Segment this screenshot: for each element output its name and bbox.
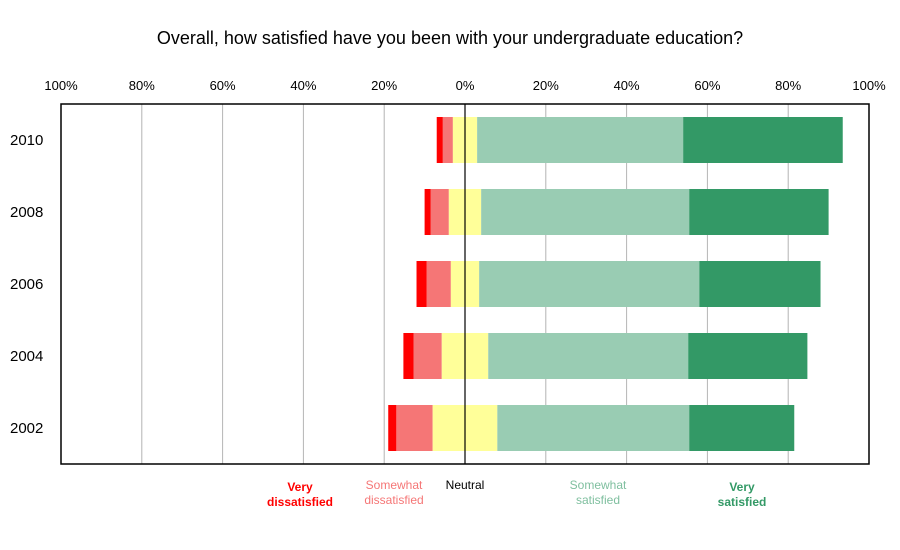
bar-very-satisfied-2004 <box>688 333 808 379</box>
bar-somewhat-dissatisfied-2008 <box>430 189 449 235</box>
category-label: 2010 <box>10 132 43 149</box>
chart-title: Overall, how satisfied have you been wit… <box>156 28 744 48</box>
bar-very-satisfied-2010 <box>683 117 843 163</box>
x-tick-label: 100% <box>852 78 886 93</box>
category-label: 2004 <box>10 348 43 365</box>
legend-label: satisfied <box>576 493 620 507</box>
bar-very-dissatisfied-2006 <box>416 261 427 307</box>
bar-very-dissatisfied-2004 <box>403 333 414 379</box>
bar-very-satisfied-2006 <box>699 261 821 307</box>
legend-label: dissatisfied <box>364 493 423 507</box>
legend-label: Somewhat <box>570 478 627 492</box>
legend-label: dissatisfied <box>267 495 333 509</box>
legend-label: Very <box>729 480 755 494</box>
bar-somewhat-satisfied-2002 <box>497 405 690 451</box>
x-tick-label: 20% <box>371 78 397 93</box>
bar-very-dissatisfied-2008 <box>424 189 431 235</box>
bar-somewhat-dissatisfied-2004 <box>413 333 442 379</box>
legend-item-neutral: Neutral <box>446 478 485 492</box>
legend-label: satisfied <box>718 495 767 509</box>
x-tick-label: 20% <box>533 78 559 93</box>
legend: VerydissatisfiedSomewhatdissatisfiedNeut… <box>267 478 766 509</box>
bar-somewhat-dissatisfied-2010 <box>442 117 453 163</box>
bar-very-dissatisfied-2002 <box>388 405 397 451</box>
x-tick-label: 100% <box>44 78 78 93</box>
bar-layer <box>388 117 843 451</box>
bar-somewhat-satisfied-2010 <box>477 117 684 163</box>
bar-somewhat-dissatisfied-2002 <box>396 405 433 451</box>
legend-label: Neutral <box>446 478 485 492</box>
x-tick-label: 40% <box>614 78 640 93</box>
bar-very-dissatisfied-2010 <box>436 117 443 163</box>
x-tick-labels: 100% 80% 60% 40% 20% 0% 20% 40% 60% 80% 100% <box>44 78 886 93</box>
bar-very-satisfied-2008 <box>689 189 829 235</box>
x-tick-label: 0% <box>456 78 475 93</box>
category-labels: 2010 2008 2006 2004 2002 <box>10 132 43 437</box>
bar-somewhat-satisfied-2004 <box>488 333 689 379</box>
legend-label: Very <box>287 480 313 494</box>
bar-somewhat-dissatisfied-2006 <box>426 261 451 307</box>
x-tick-label: 60% <box>694 78 720 93</box>
legend-label: Somewhat <box>366 478 423 492</box>
x-tick-label: 60% <box>210 78 236 93</box>
x-tick-label: 40% <box>290 78 316 93</box>
category-label: 2008 <box>10 204 43 221</box>
category-label: 2006 <box>10 276 43 293</box>
category-label: 2002 <box>10 420 43 437</box>
x-tick-label: 80% <box>775 78 801 93</box>
bar-very-satisfied-2002 <box>689 405 795 451</box>
bar-somewhat-satisfied-2006 <box>479 261 700 307</box>
bar-somewhat-satisfied-2008 <box>481 189 690 235</box>
x-tick-label: 80% <box>129 78 155 93</box>
